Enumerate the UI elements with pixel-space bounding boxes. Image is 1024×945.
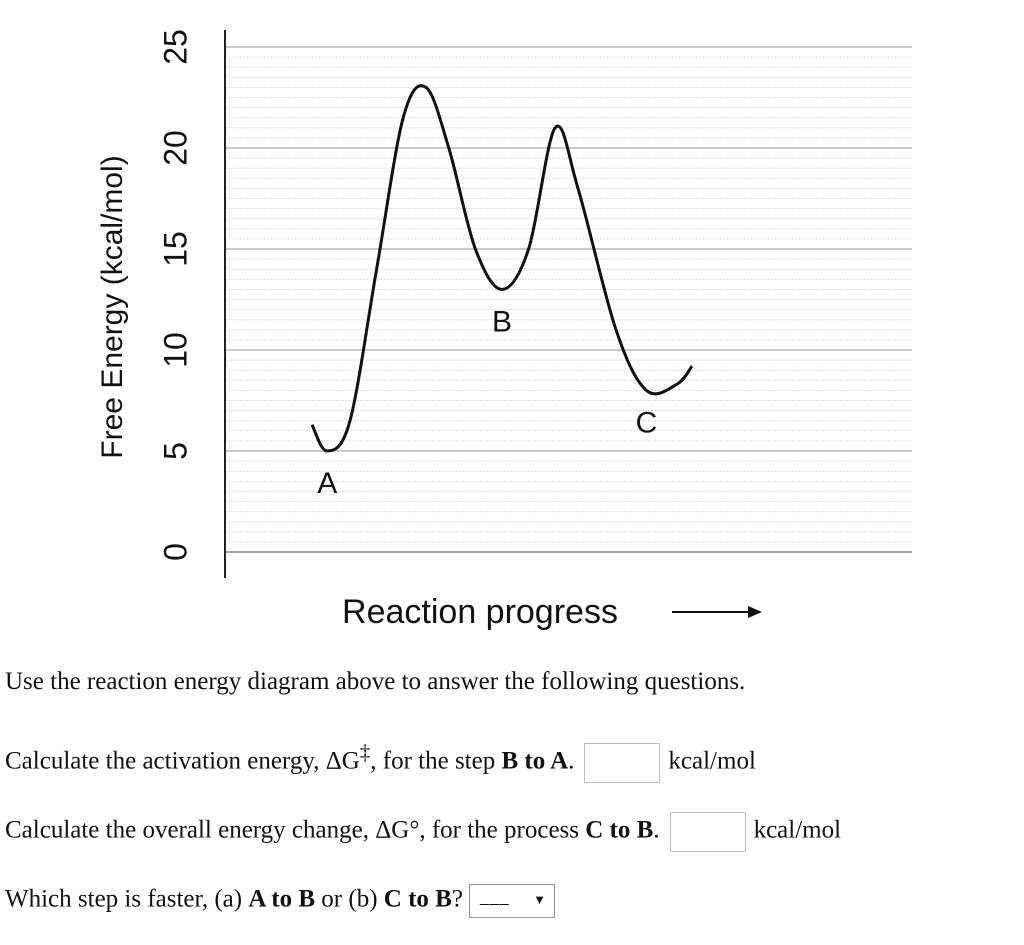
q3-selected-value: ___ [479, 889, 510, 906]
q2-answer-input[interactable] [669, 812, 746, 852]
q1-text-mid: , for the step [370, 747, 502, 775]
point-label-c: C [636, 406, 658, 439]
q3-option-a: A to B [248, 885, 316, 913]
y-tick-label: 20 [157, 130, 193, 166]
intro-text: Use the reaction energy diagram above to… [5, 668, 746, 695]
question-1: Calculate the activation energy, ΔG‡, fo… [5, 740, 756, 783]
y-tick-label: 5 [157, 442, 193, 460]
q2-period: . [653, 816, 660, 844]
q1-period: . [568, 747, 575, 775]
point-label-b: B [492, 305, 512, 338]
x-axis-label: Reaction progress [342, 593, 618, 631]
q3-question-mark: ? [451, 885, 463, 913]
q3-text-mid: or (b) [315, 885, 384, 913]
y-tick-label: 25 [157, 29, 193, 65]
q1-text: Calculate the activation energy, ΔG [5, 747, 360, 775]
y-tick-label: 10 [157, 332, 193, 368]
q1-step: B to A [501, 747, 569, 775]
y-ticks: 0 5 10 15 20 25 [157, 29, 193, 561]
y-axis-label: Free Energy (kcal/mol) [96, 155, 129, 458]
q1-unit: kcal/mol [668, 747, 756, 775]
q2-process: C to B [585, 816, 654, 844]
grid [225, 46, 912, 553]
question-2: Calculate the overall energy change, ΔG°… [5, 812, 841, 852]
point-labels: A B C [317, 305, 657, 500]
q1-answer-input[interactable] [584, 742, 661, 783]
double-dagger: ‡ [359, 740, 371, 764]
energy-diagram: 0 5 10 15 20 25 Free Energy (kcal/mol) A B C Re… [96, 29, 912, 631]
dropdown-arrow-icon: ▼ [533, 892, 546, 907]
q2-unit: kcal/mol [753, 816, 842, 844]
y-tick-label: 15 [157, 231, 193, 267]
q2-text: Calculate the overall energy change, ΔG°… [5, 816, 586, 844]
question-3: Which step is faster, (a) A to B or (b) … [5, 884, 555, 918]
q3-option-b: C to B [383, 885, 452, 913]
y-tick-label: 0 [157, 543, 193, 561]
x-axis-arrow [672, 606, 762, 618]
energy-curve [310, 84, 694, 453]
q3-answer-select[interactable]: ___ ▼ [468, 884, 555, 918]
q3-text: Which step is faster, (a) [5, 885, 249, 913]
point-label-a: A [317, 467, 337, 500]
